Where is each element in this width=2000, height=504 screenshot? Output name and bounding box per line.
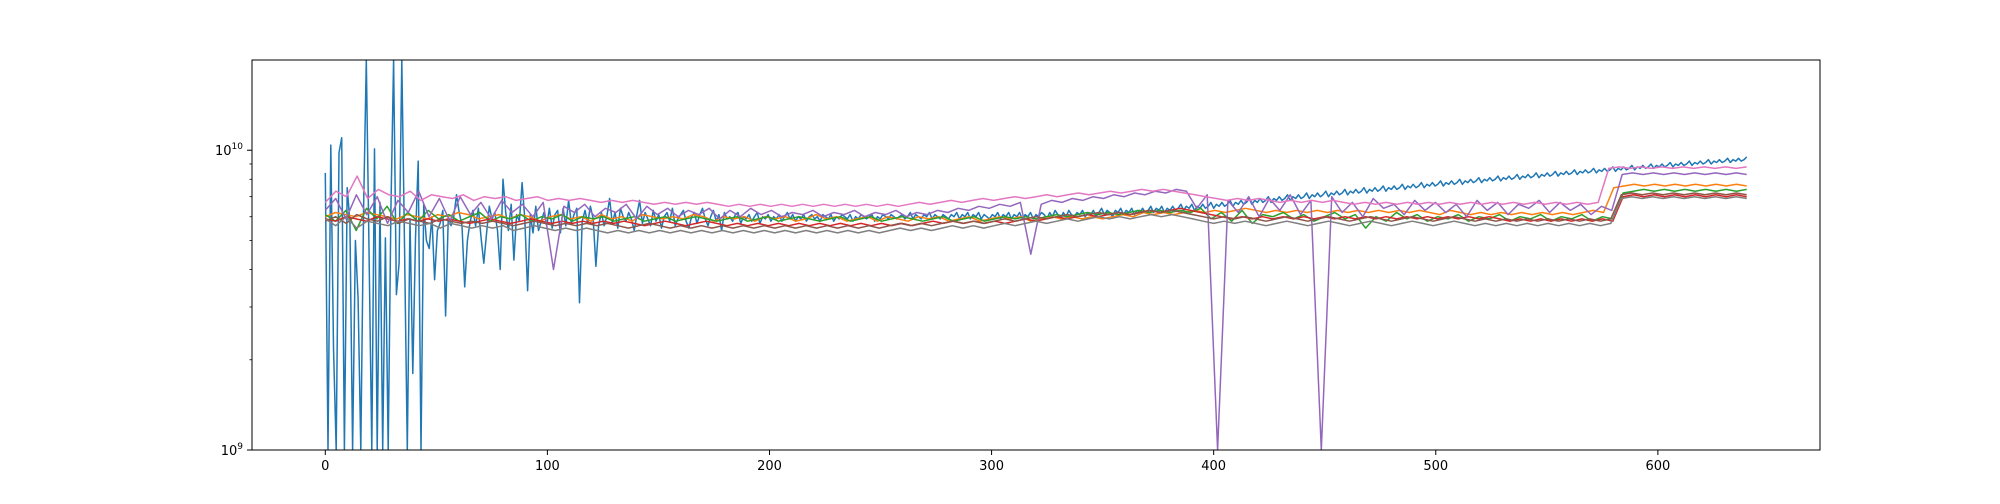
y-axis: 109 1010 <box>215 142 252 459</box>
x-tick-label: 0 <box>321 459 329 474</box>
x-tick-label: 400 <box>1201 459 1226 474</box>
series-line-1 <box>324 60 1748 450</box>
series-line-8 <box>324 195 1747 234</box>
x-tick-label: 500 <box>1423 459 1448 474</box>
series-line-5 <box>324 172 1747 450</box>
x-tick-label: 100 <box>535 459 560 474</box>
series-layer <box>324 60 1748 450</box>
x-tick-label: 200 <box>757 459 782 474</box>
series-line-6 <box>325 192 1747 229</box>
x-axis: 0 100 200 300 400 500 600 <box>321 450 1670 474</box>
x-tick-label: 600 <box>1645 459 1670 474</box>
y-tick-label: 1010 <box>215 142 243 159</box>
plot-frame <box>251 59 1821 451</box>
x-tick-label: 300 <box>979 459 1004 474</box>
y-tick-label: 109 <box>221 442 244 459</box>
series-line-7 <box>324 166 1747 208</box>
